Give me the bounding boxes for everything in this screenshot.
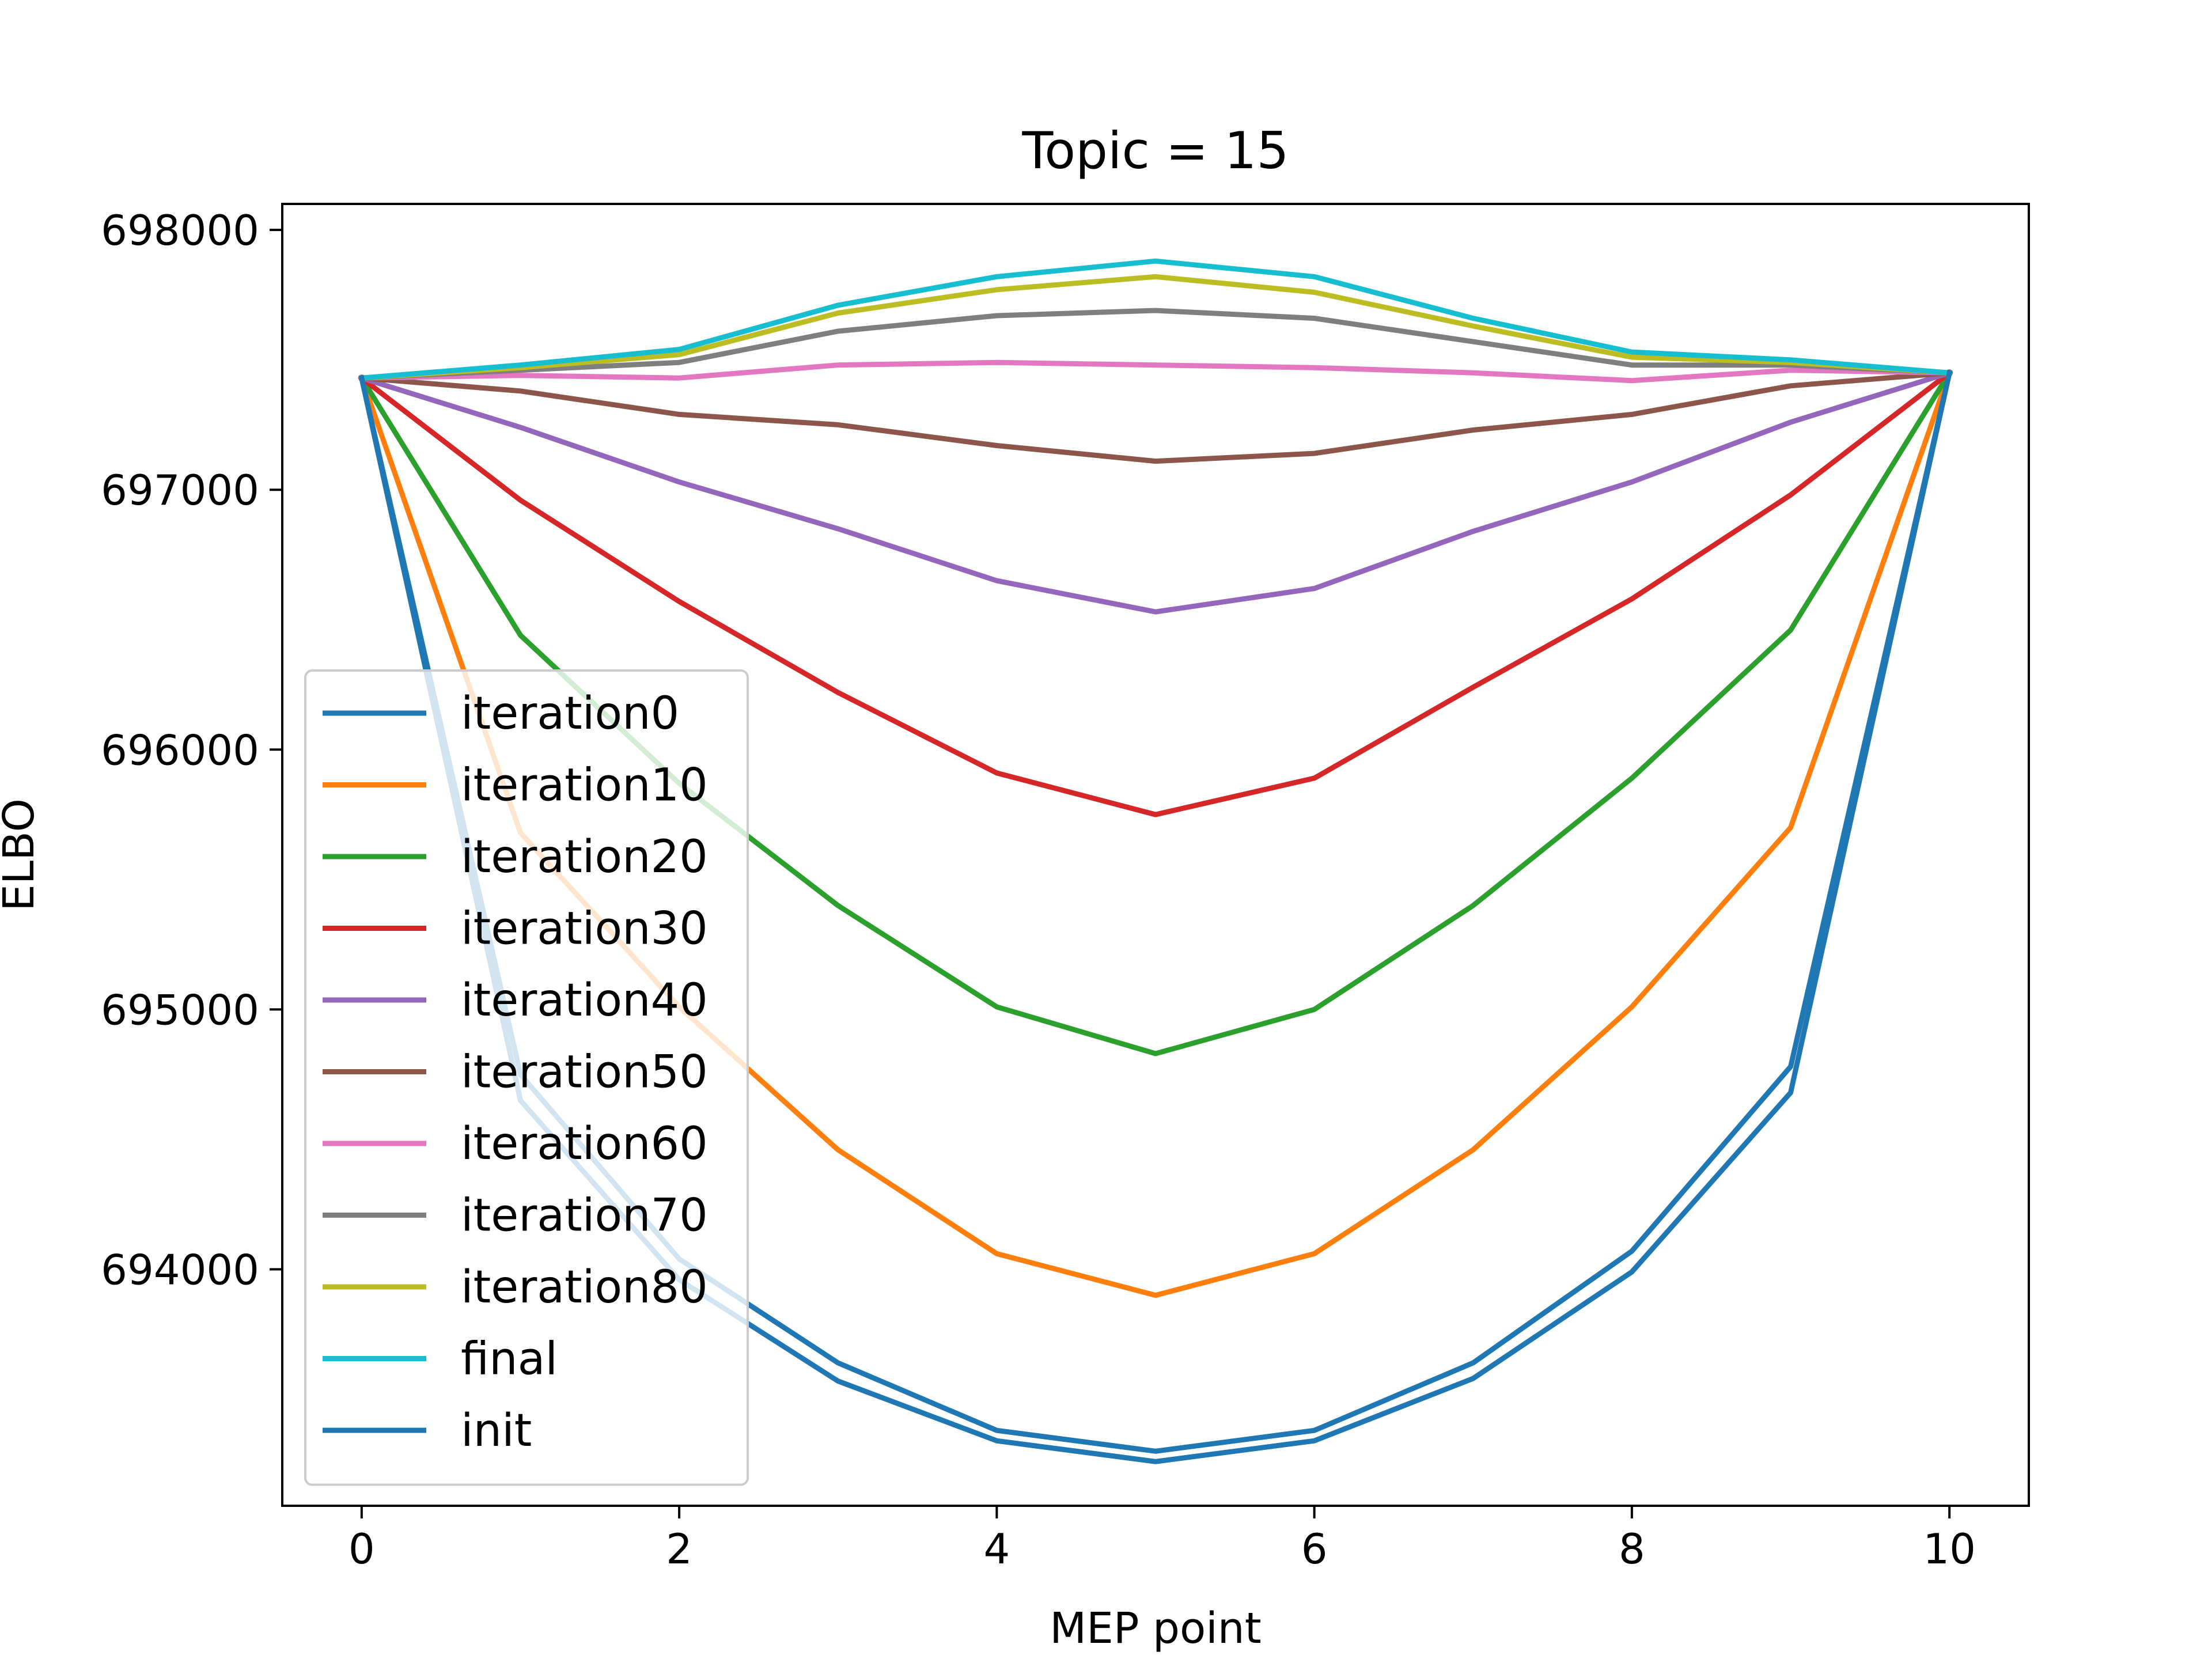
y-axis: 694000 695000 696000 697000 698000 [101, 206, 282, 1294]
legend-label-iteration0: iteration0 [461, 688, 679, 740]
y-tick-label: 694000 [101, 1246, 259, 1294]
series-line-iteration80 [359, 274, 1952, 381]
y-tick-label: 697000 [101, 466, 259, 514]
legend-label-iteration20: iteration20 [461, 831, 708, 883]
legend-label-iteration60: iteration60 [461, 1118, 708, 1170]
y-axis-label: ELBO [0, 798, 44, 911]
x-tick-label: 0 [349, 1525, 375, 1573]
x-tick-label: 6 [1301, 1525, 1328, 1573]
y-tick-label: 696000 [101, 726, 259, 774]
legend-label-iteration30: iteration30 [461, 903, 708, 955]
series-line-iteration70 [359, 308, 1952, 381]
y-tick-label: 695000 [101, 986, 259, 1034]
series-line-final [358, 258, 1953, 381]
legend-label-final: final [461, 1334, 558, 1385]
legend-label-iteration40: iteration40 [461, 975, 708, 1027]
series-line-iteration60 [359, 359, 1952, 384]
legend-label-iteration50: iteration50 [461, 1047, 708, 1099]
series-line-iteration40 [358, 369, 1953, 615]
x-axis-label: MEP point [1050, 1604, 1261, 1653]
legend-label-iteration80: iteration80 [461, 1262, 708, 1313]
legend-label-iteration10: iteration10 [461, 760, 708, 812]
legend-label-init: init [461, 1405, 532, 1457]
x-tick-label: 10 [1923, 1525, 1976, 1573]
x-tick-label: 2 [666, 1525, 692, 1573]
y-tick-label: 698000 [101, 206, 259, 255]
x-tick-label: 4 [983, 1525, 1010, 1573]
legend-label-iteration70: iteration70 [461, 1190, 708, 1242]
series-line-iteration30 [358, 369, 1953, 817]
x-tick-label: 8 [1619, 1525, 1645, 1573]
chart-title: Topic = 15 [1022, 121, 1289, 180]
plot-frame [281, 203, 2030, 1507]
x-axis: 0 2 4 6 8 10 [349, 1506, 1976, 1573]
legend-box [304, 669, 749, 1486]
series-line-iteration50 [358, 370, 1953, 464]
legend: iteration0 iteration10 iteration20 iteratio… [304, 669, 749, 1486]
